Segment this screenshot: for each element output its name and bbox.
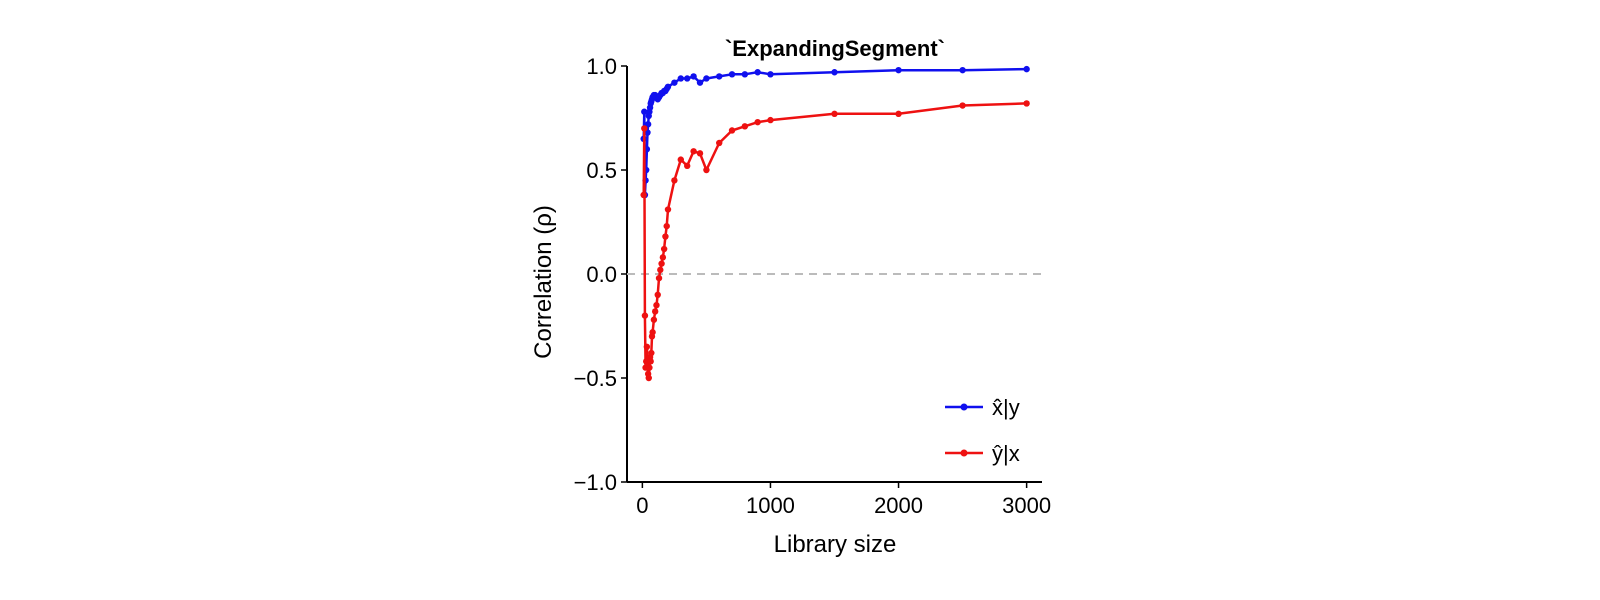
data-point bbox=[650, 316, 658, 323]
data-point bbox=[647, 358, 654, 365]
data-point bbox=[895, 66, 902, 74]
data-point bbox=[767, 71, 774, 78]
data-point bbox=[646, 364, 653, 371]
data-point bbox=[959, 66, 966, 74]
series-line bbox=[642, 102, 1027, 380]
data-point bbox=[703, 166, 710, 174]
data-point bbox=[654, 291, 661, 298]
data-point bbox=[671, 177, 678, 184]
data-point bbox=[640, 191, 647, 199]
data-point bbox=[662, 233, 669, 240]
data-point bbox=[643, 343, 651, 350]
data-point bbox=[664, 83, 672, 91]
data-point bbox=[641, 125, 648, 132]
y-tick-label: −1.0 bbox=[574, 470, 617, 495]
data-point bbox=[644, 121, 652, 128]
axes: −1.0 −0.5 0.0 0.5 1.0 0 1000 2000 3000 bbox=[574, 54, 1052, 518]
series-line bbox=[642, 67, 1027, 197]
data-point bbox=[716, 73, 723, 80]
data-point bbox=[754, 118, 761, 126]
legend-label: ŷ|x bbox=[992, 441, 1020, 466]
data-point bbox=[728, 71, 736, 78]
data-point bbox=[659, 254, 667, 261]
data-point bbox=[663, 222, 670, 230]
data-point bbox=[696, 150, 704, 157]
y-axis-label: Correlation (ρ) bbox=[530, 205, 557, 359]
data-point bbox=[677, 75, 684, 82]
data-point bbox=[728, 127, 736, 134]
data-point bbox=[690, 148, 697, 155]
y-tick-label: 1.0 bbox=[586, 54, 617, 79]
data-point bbox=[741, 123, 749, 130]
x-tick-label: 1000 bbox=[746, 493, 795, 518]
series-2 bbox=[640, 100, 1030, 382]
data-point bbox=[767, 116, 774, 124]
data-point bbox=[959, 102, 966, 109]
data-point bbox=[696, 79, 704, 86]
data-point bbox=[655, 274, 663, 282]
series-group bbox=[640, 65, 1030, 382]
data-point bbox=[754, 69, 761, 76]
data-point bbox=[831, 110, 838, 118]
data-point bbox=[684, 75, 691, 82]
data-point bbox=[703, 75, 710, 82]
data-point bbox=[690, 73, 697, 80]
data-point bbox=[651, 308, 659, 315]
data-point bbox=[671, 79, 678, 86]
legend: x̂|y ŷ|x bbox=[945, 395, 1020, 466]
data-point bbox=[831, 69, 838, 76]
series-1 bbox=[640, 65, 1030, 199]
data-point bbox=[716, 139, 723, 147]
legend-label: x̂|y bbox=[992, 395, 1020, 420]
data-point bbox=[677, 156, 684, 163]
data-point bbox=[664, 206, 672, 213]
data-point bbox=[1023, 100, 1030, 107]
x-tick-label: 3000 bbox=[1002, 493, 1051, 518]
y-tick-label: −0.5 bbox=[574, 366, 617, 391]
data-point bbox=[741, 71, 749, 78]
x-tick-label: 0 bbox=[636, 493, 648, 518]
data-point bbox=[684, 162, 691, 170]
chart-title: `ExpandingSegment` bbox=[725, 36, 945, 61]
data-point bbox=[649, 329, 656, 336]
x-axis-label: Library size bbox=[774, 531, 897, 558]
data-point bbox=[1023, 65, 1030, 73]
legend-swatch-marker bbox=[960, 403, 968, 411]
data-point bbox=[658, 260, 665, 267]
data-point bbox=[895, 110, 902, 118]
x-tick-label: 2000 bbox=[874, 493, 923, 518]
data-point bbox=[648, 349, 655, 357]
data-point bbox=[653, 302, 660, 309]
data-point bbox=[660, 245, 668, 253]
data-point bbox=[641, 108, 648, 115]
data-point bbox=[641, 312, 649, 319]
y-tick-label: 0.0 bbox=[586, 262, 617, 287]
data-point bbox=[657, 266, 664, 274]
legend-swatch-marker bbox=[960, 449, 968, 457]
y-tick-label: 0.5 bbox=[586, 158, 617, 183]
data-point bbox=[645, 374, 652, 382]
